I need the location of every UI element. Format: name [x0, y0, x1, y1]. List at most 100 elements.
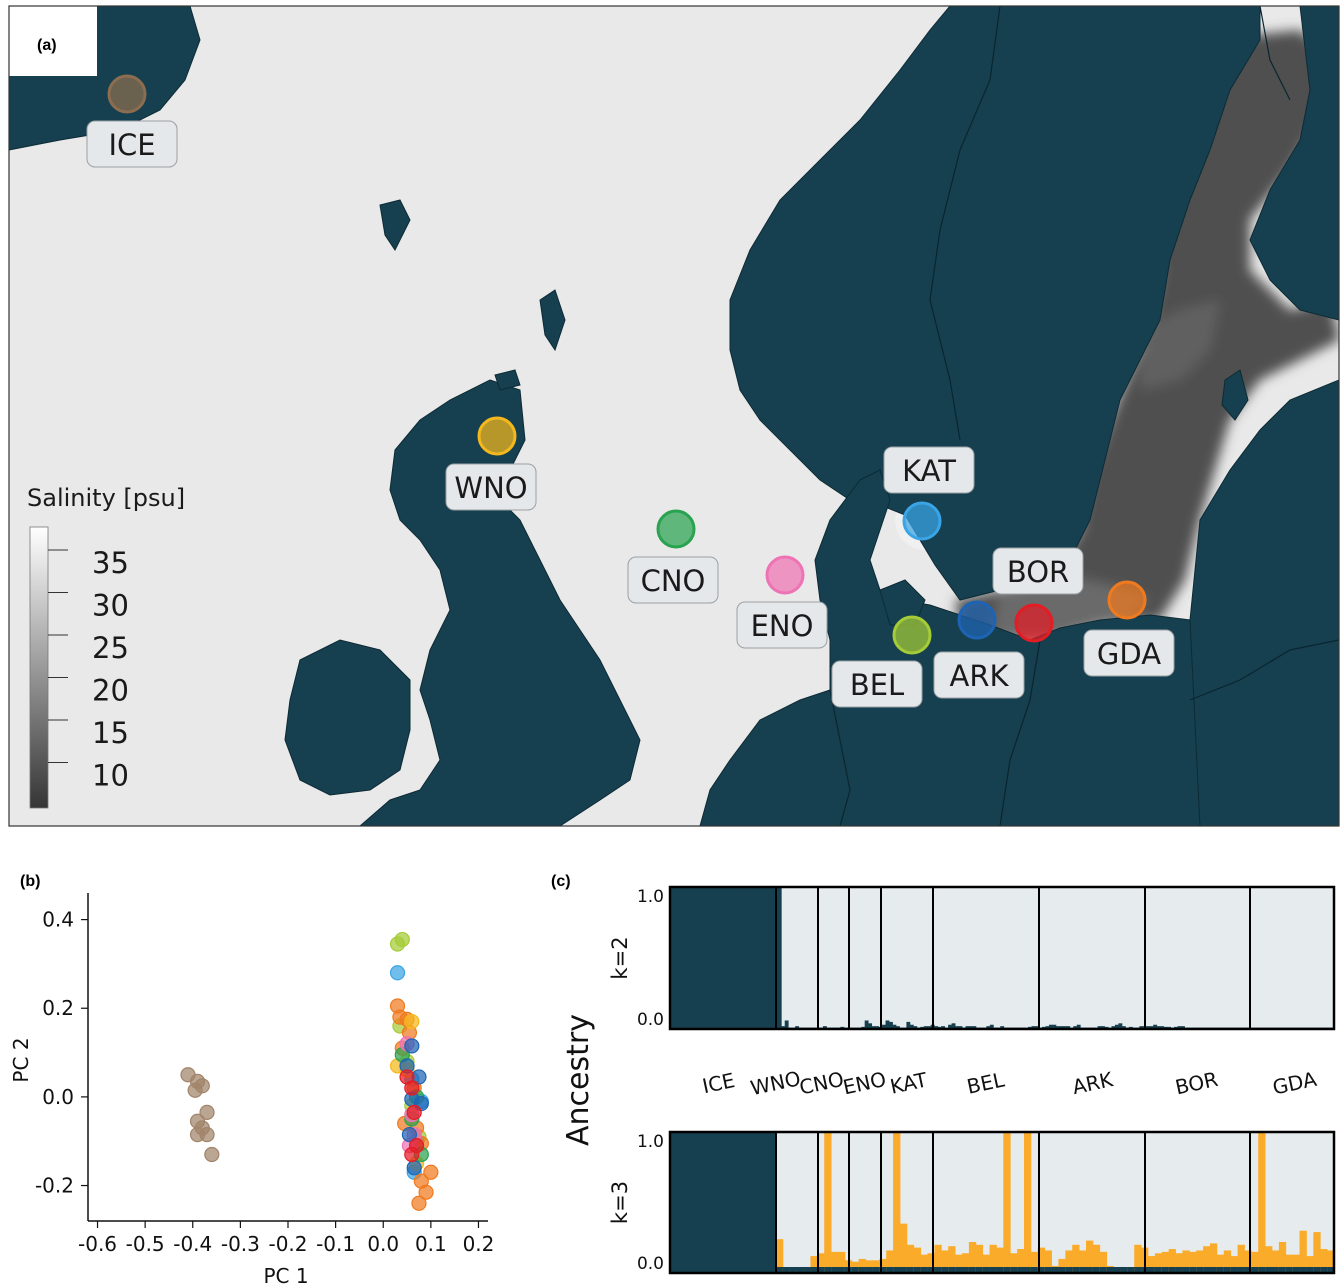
k3-bar-base	[1065, 1267, 1073, 1273]
salinity-map: (a)	[9, 6, 1339, 826]
k2-bar	[864, 1020, 869, 1029]
gotland	[1221, 369, 1249, 421]
k2-bar	[711, 887, 716, 1029]
k2-bar	[895, 1026, 900, 1029]
group-label: KAT	[888, 1067, 930, 1098]
k2-bar	[767, 887, 772, 1029]
site-wno: WNO	[445, 416, 537, 511]
k2-bar	[1156, 1026, 1161, 1029]
k2-bar	[770, 887, 775, 1029]
k3-bar-base	[989, 1267, 997, 1273]
k3-bar	[776, 1239, 784, 1273]
k2-bar	[1055, 1026, 1060, 1029]
k2-bar	[885, 1020, 890, 1029]
k3-bar-base	[1058, 1267, 1066, 1273]
site-label-box	[627, 556, 719, 604]
k3-bar	[1189, 1251, 1197, 1273]
k2-bar	[1139, 1026, 1144, 1029]
site-ark: ARK	[933, 600, 1025, 699]
k3-bar-base	[776, 1267, 784, 1273]
k2-bar	[875, 1026, 879, 1029]
k2-bar	[1146, 1026, 1151, 1029]
k3-bar	[838, 1251, 846, 1273]
k2-bar	[756, 887, 761, 1029]
k2-bar	[1114, 1024, 1119, 1029]
k2-bar	[882, 1024, 886, 1029]
k2-bar	[1059, 1026, 1064, 1029]
great-britain	[359, 379, 641, 826]
site-kat: KAT	[883, 446, 975, 541]
faroe-islands	[379, 199, 411, 251]
k3-bar-base	[1120, 1267, 1128, 1273]
site-label: BOR	[1007, 555, 1069, 589]
group-label: GDA	[1270, 1067, 1319, 1100]
k3-bar-base	[1265, 1267, 1273, 1273]
k3-bar-base	[1313, 1267, 1321, 1273]
k3-bar-base	[927, 1267, 935, 1273]
y-axis-label: PC 2	[9, 1037, 33, 1082]
site-bor: BOR	[992, 547, 1084, 643]
x-tick-label: -0.2	[268, 1232, 307, 1256]
k3-ice-bar	[670, 1132, 776, 1273]
site-eno: ENO	[736, 555, 828, 649]
k3-bar	[1327, 1250, 1335, 1273]
k3-bar-base	[1134, 1267, 1142, 1273]
k3-bar-base	[782, 1267, 791, 1273]
k2-bar	[955, 1026, 959, 1029]
k3-bar-base	[1154, 1267, 1163, 1273]
x-tick-label: -0.1	[316, 1232, 355, 1256]
k2-bar	[948, 1024, 952, 1029]
k3-bar	[900, 1223, 908, 1273]
k2-bar	[687, 887, 692, 1029]
site-label-box	[883, 446, 975, 494]
x-axis-label: PC 1	[263, 1264, 308, 1285]
site-bel: BEL	[831, 615, 932, 708]
legend-tick-label: 15	[92, 716, 129, 750]
pca-plot: -0.6 -0.5 -0.4 -0.3 -0.2 -0.1 0.0 0.1 0.2 0.4 0.2 0…	[9, 893, 494, 1285]
pca-point-gda	[411, 1195, 427, 1211]
k3-bar-base	[948, 1267, 956, 1273]
k2-bar	[704, 887, 709, 1029]
k3-bar	[1244, 1250, 1252, 1273]
k3-bar-base	[1210, 1267, 1218, 1273]
k3-bar	[1030, 1251, 1039, 1273]
k3-bar-base	[982, 1267, 990, 1273]
group-label: ENO	[841, 1067, 888, 1099]
k3-bar-base	[1024, 1267, 1032, 1273]
k3-bar-base	[1099, 1267, 1108, 1273]
k2-bar	[965, 1026, 970, 1029]
land	[9, 6, 1339, 826]
k3-bar-base	[1278, 1267, 1287, 1273]
legend-colorbar	[29, 526, 49, 809]
admix-y-tick-label: 0.0	[637, 1010, 664, 1030]
k3-bar-base	[817, 1267, 825, 1273]
k2-bar	[1111, 1026, 1116, 1029]
k3-bar-base	[1037, 1267, 1046, 1273]
k3-bar	[913, 1247, 922, 1273]
k2-bar	[722, 887, 727, 1029]
k3-bar-base	[1161, 1267, 1170, 1273]
k3-bar	[1313, 1232, 1321, 1273]
k2-bar	[958, 1026, 963, 1029]
x-tick-label: 0.0	[367, 1232, 399, 1256]
k2-bar	[777, 887, 782, 1029]
k3-bar	[879, 1258, 887, 1273]
y-tick-label: 0.2	[42, 996, 74, 1020]
k2-bar	[781, 1026, 786, 1029]
pca-point-ice	[187, 1082, 203, 1098]
k3-bar	[1079, 1250, 1087, 1273]
k3-bar-base	[996, 1267, 1004, 1273]
admix-y-tick-label: 0.0	[637, 1254, 664, 1274]
k3-bar-base	[858, 1267, 866, 1273]
x-tick-label: -0.5	[126, 1232, 165, 1256]
map-frame	[8, 5, 1340, 827]
k3-bar-base	[872, 1267, 880, 1273]
group-label: BOR	[1173, 1067, 1220, 1099]
k3-bar-base	[1113, 1267, 1121, 1273]
k3-bar	[1148, 1256, 1156, 1273]
k3-bar	[1086, 1240, 1094, 1273]
k2-bar	[725, 887, 730, 1029]
continental-europe	[699, 469, 1201, 826]
y-tick-label: 0.4	[42, 908, 74, 932]
